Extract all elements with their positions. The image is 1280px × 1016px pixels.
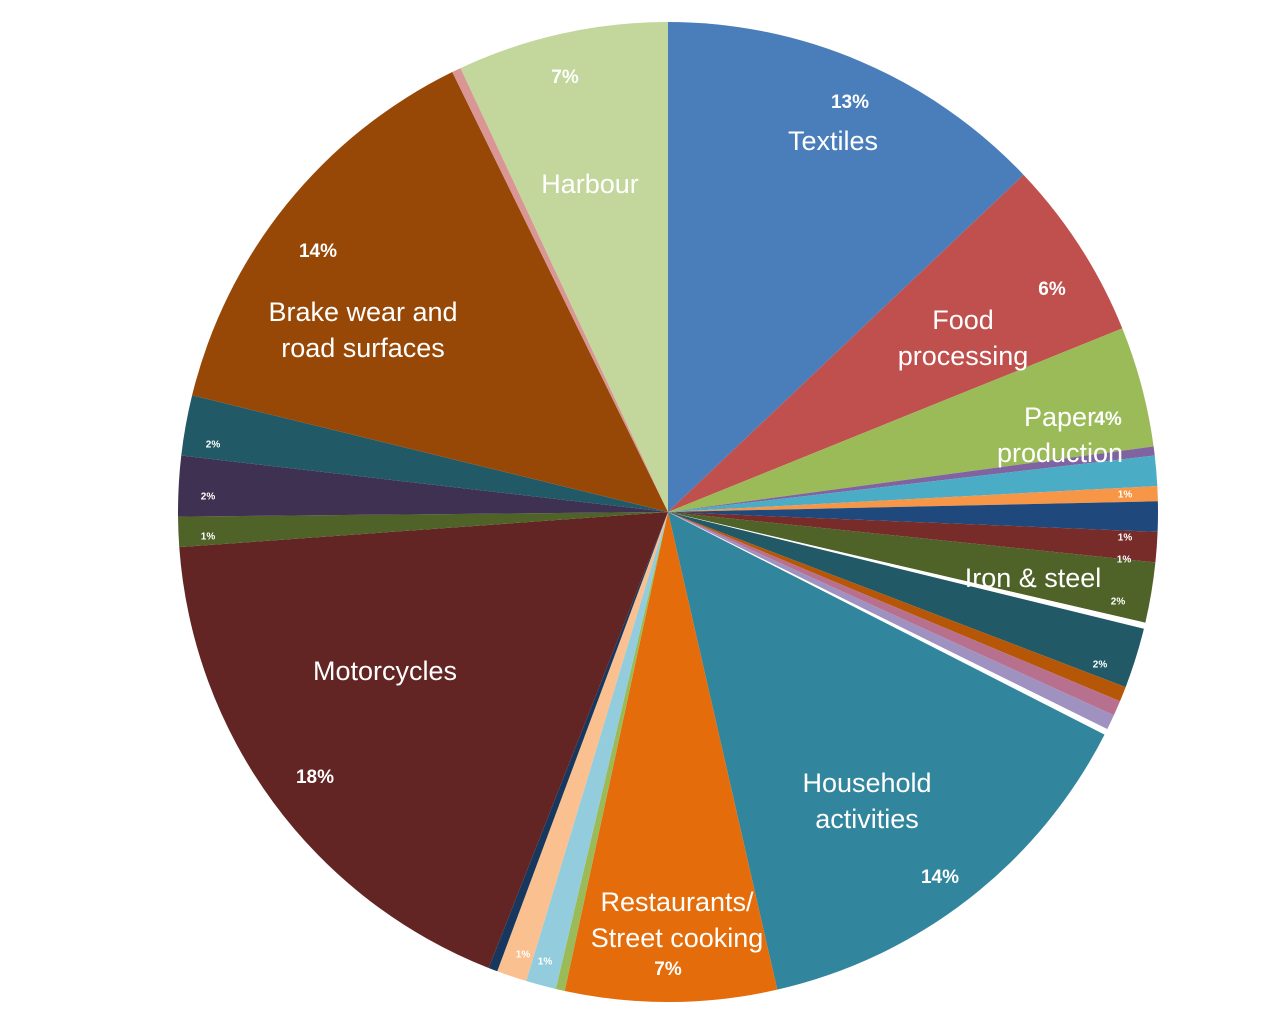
pie-slice — [668, 512, 1144, 688]
pie-slice — [668, 512, 1126, 702]
value-label: 1% — [1118, 490, 1133, 501]
pie-slice — [555, 512, 668, 991]
pie-slice — [668, 446, 1155, 512]
pie-slice — [668, 501, 1159, 532]
pie-slice — [488, 512, 668, 972]
pie-slice — [177, 455, 668, 517]
pie-slice — [668, 512, 1158, 563]
value-label: 1% — [516, 950, 531, 961]
pie-slice — [526, 512, 668, 989]
pie-slice — [668, 512, 1108, 735]
value-label: 1% — [1118, 533, 1133, 544]
value-label: 7% — [654, 959, 682, 980]
pie-slice — [192, 72, 668, 512]
value-label: 2% — [201, 492, 216, 503]
value-label: 4% — [1094, 409, 1122, 430]
value-label: 14% — [299, 241, 337, 262]
value-label: 1% — [201, 532, 216, 543]
value-label: 13% — [831, 92, 869, 113]
pie-slice — [668, 512, 1105, 990]
slice-label: Food processing — [898, 305, 1029, 371]
slice-label: Household activities — [802, 768, 931, 834]
value-label: 1% — [538, 957, 553, 968]
pie-slice — [564, 512, 778, 1002]
pie-slice — [668, 328, 1154, 512]
value-label: 2% — [206, 440, 221, 451]
value-label: 14% — [921, 867, 959, 888]
pie-slice — [668, 485, 1158, 512]
pie-slice — [668, 174, 1123, 513]
value-label: 2% — [1111, 597, 1126, 608]
pie-slice — [460, 22, 668, 512]
pie-slice — [178, 512, 669, 548]
slice-label: Paper production — [997, 402, 1123, 468]
pie-slice — [181, 395, 668, 512]
value-label: 7% — [551, 67, 579, 88]
pie-slice — [668, 512, 1120, 716]
slice-label: Textiles — [788, 126, 878, 156]
pie-slice — [668, 455, 1158, 512]
pie-slice — [668, 22, 1024, 512]
pie-slice — [668, 512, 1114, 730]
slice-label: Restaurants/Street cooking — [591, 887, 764, 953]
pie-slice — [452, 68, 668, 512]
slice-label: Brake wear and road surfaces — [268, 297, 457, 363]
pie-slice — [497, 512, 668, 982]
slice-label: Harbour — [541, 169, 639, 199]
value-label: 18% — [296, 767, 334, 788]
value-label: 6% — [1038, 279, 1066, 300]
pie-slice — [668, 512, 1146, 629]
slice-label: Motorcycles — [313, 656, 457, 686]
pie-slice — [668, 512, 1156, 623]
pie-slice — [179, 512, 668, 968]
value-label: 1% — [1117, 555, 1132, 566]
value-label: 2% — [1093, 660, 1108, 671]
slice-label: Iron & steel — [965, 563, 1102, 593]
